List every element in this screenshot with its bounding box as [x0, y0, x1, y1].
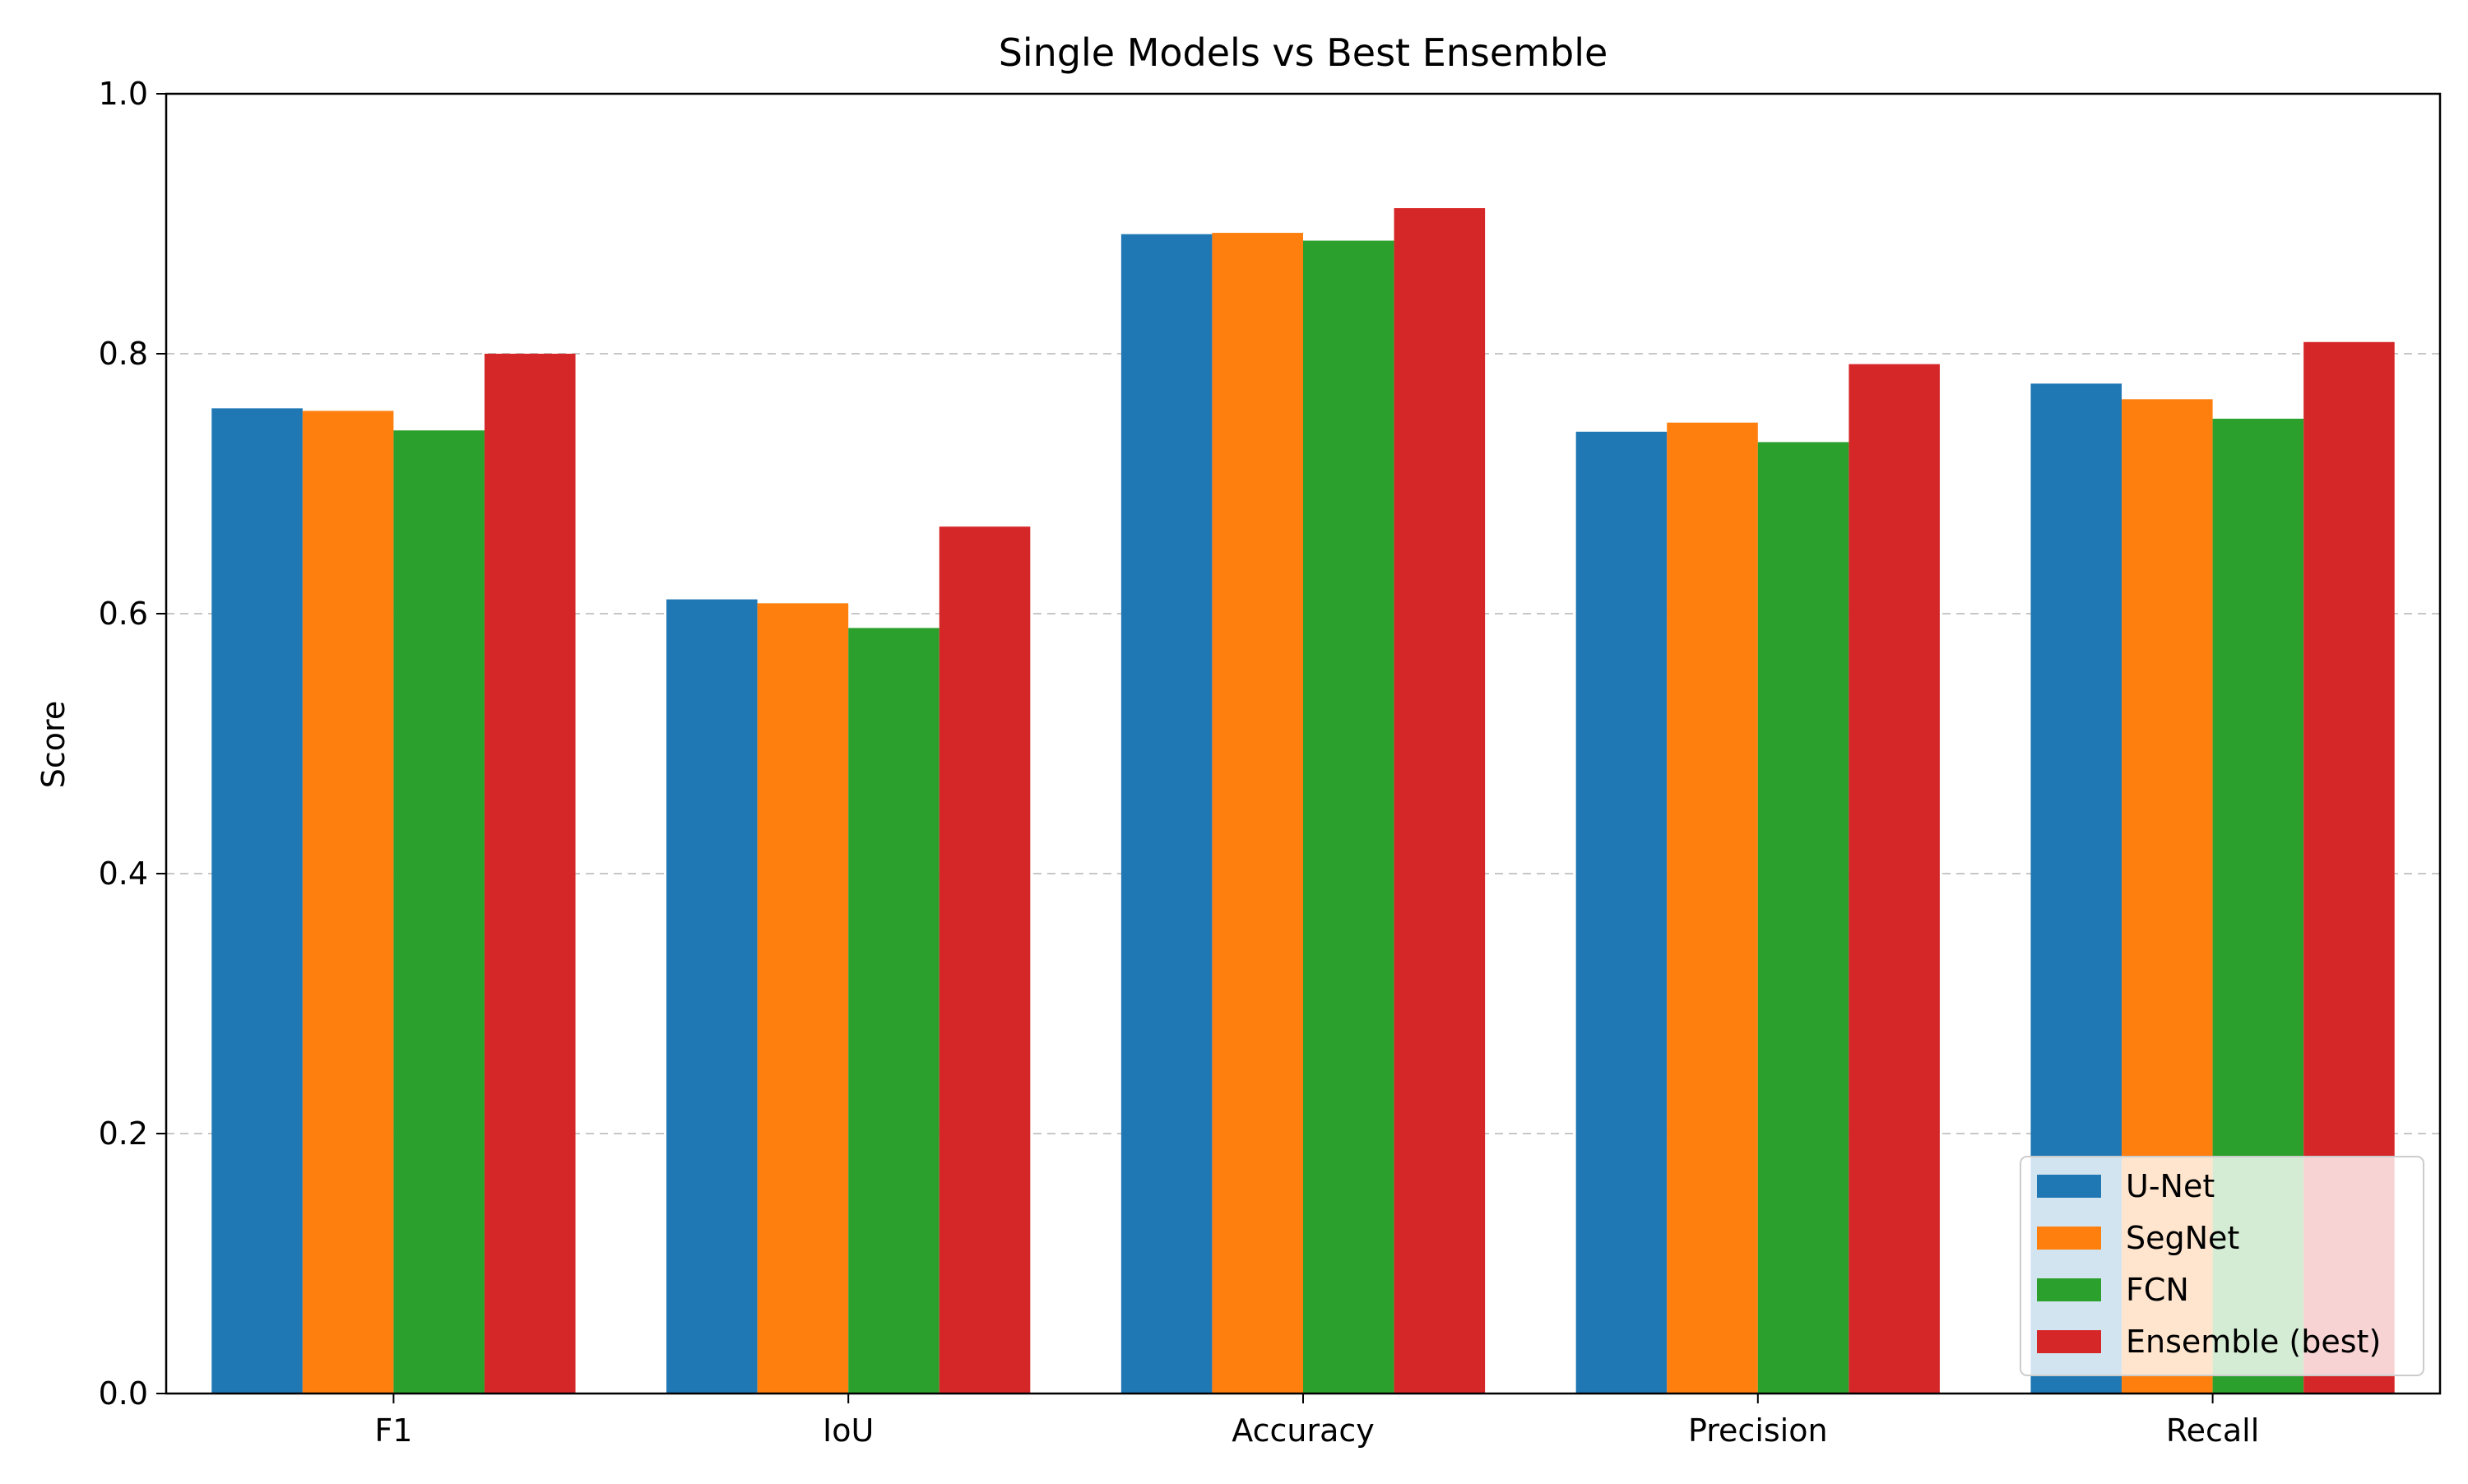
bar-u-net-precision: [1575, 431, 1668, 1394]
bar-ensemble-best-accuracy: [1394, 208, 1486, 1394]
bar-segnet-precision: [1667, 422, 1758, 1394]
y-tick-label: 0.6: [99, 596, 148, 632]
legend-label: Ensemble (best): [2126, 1324, 2381, 1360]
x-tick-label: F1: [374, 1412, 412, 1449]
y-tick-label: 0.8: [99, 336, 148, 372]
x-tick-label: Accuracy: [1232, 1412, 1375, 1449]
bar-u-net-iou: [666, 599, 758, 1394]
plot-frame: [165, 92, 2442, 1395]
y-axis-label: Score: [35, 701, 72, 788]
bar-u-net-accuracy: [1120, 234, 1213, 1394]
legend-swatch: [2037, 1330, 2101, 1353]
x-tick-label: Recall: [2166, 1412, 2259, 1449]
bar-fcn-iou: [848, 628, 939, 1394]
bar-fcn-accuracy: [1303, 240, 1394, 1394]
bar-segnet-accuracy: [1212, 233, 1303, 1394]
y-tick-label: 1.0: [99, 76, 148, 112]
bar-segnet-iou: [757, 603, 849, 1394]
bar-fcn-precision: [1757, 442, 1849, 1394]
legend-label: SegNet: [2126, 1220, 2239, 1256]
legend-swatch: [2037, 1227, 2101, 1250]
bar-u-net-f1: [211, 408, 303, 1394]
bar-ensemble-best-f1: [484, 354, 576, 1394]
legend-swatch: [2037, 1175, 2101, 1198]
axes: 0.0 0.2 0.4 0.6 0.8 1.0 F1 IoU Accuracy Precision…: [99, 76, 2442, 1449]
chart-title: Single Models vs Best Ensemble: [999, 30, 1608, 75]
legend: U-Net SegNet FCN Ensemble (best): [2020, 1156, 2424, 1376]
legend-label: U-Net: [2126, 1168, 2215, 1204]
x-tick-label: IoU: [823, 1412, 874, 1449]
bars: [211, 208, 2395, 1394]
legend-label: FCN: [2126, 1272, 2189, 1308]
y-tick-label: 0.2: [99, 1115, 148, 1152]
bar-fcn-f1: [393, 430, 485, 1394]
y-tick-label: 0.0: [99, 1375, 148, 1412]
legend-swatch: [2037, 1278, 2101, 1301]
bar-segnet-f1: [302, 410, 394, 1394]
y-tick-label: 0.4: [99, 856, 148, 892]
legend-box: [2020, 1156, 2424, 1376]
x-tick-label: Precision: [1688, 1412, 1828, 1449]
bar-ensemble-best-precision: [1849, 364, 1940, 1394]
bar-ensemble-best-iou: [939, 526, 1031, 1394]
